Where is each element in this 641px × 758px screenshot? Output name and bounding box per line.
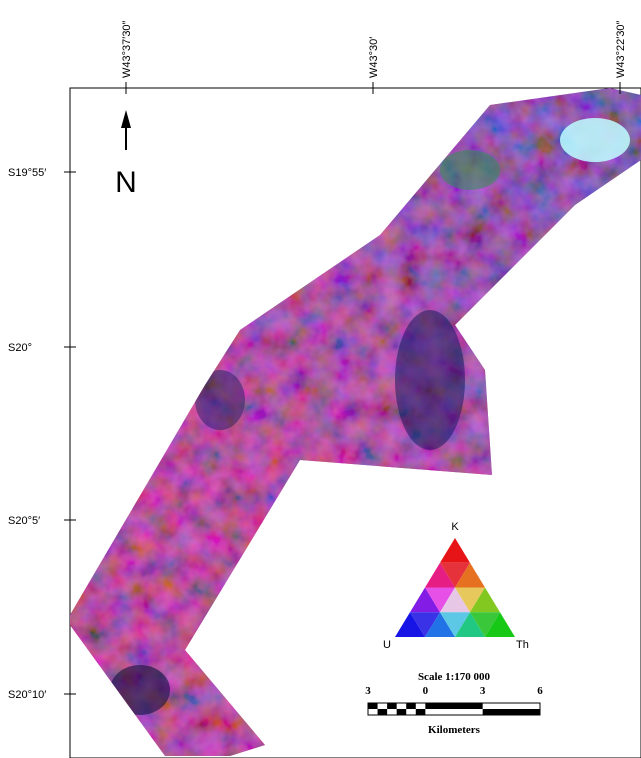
scale-segment xyxy=(416,709,426,715)
map-figure: W43°37′30″ W43°30′ W43°22′30″ S19°55′ S2… xyxy=(0,0,641,758)
left-graticule: S19°55′ S20° S20°5′ S20°10′ xyxy=(8,167,76,701)
legend-cell xyxy=(440,538,470,563)
longitude-label: W43°30′ xyxy=(368,37,380,78)
latitude-label: S19°55′ xyxy=(8,167,46,179)
latitude-label: S20° xyxy=(8,342,32,354)
legend-u: U xyxy=(383,639,391,651)
scale-tick-label: 0 xyxy=(423,685,429,697)
top-graticule: W43°37′30″ W43°30′ W43°22′30″ xyxy=(121,20,627,94)
ternary-legend xyxy=(395,538,515,637)
longitude-label: W43°22′30″ xyxy=(615,20,627,78)
legend-th: Th xyxy=(516,639,529,651)
scale-tick-label: 3 xyxy=(365,685,371,697)
scale-tick-label: 3 xyxy=(480,685,486,697)
scale-title: Scale 1:170 000 xyxy=(418,671,491,683)
scale-segment xyxy=(368,703,378,709)
longitude-label: W43°37′30″ xyxy=(121,20,133,78)
north-label: N xyxy=(115,166,137,199)
scale-segment xyxy=(378,709,388,715)
scale-segment xyxy=(406,703,416,709)
radiometric-image xyxy=(70,88,641,758)
legend-k: K xyxy=(451,521,459,533)
scale-segment xyxy=(397,709,407,715)
scale-segment xyxy=(425,703,482,709)
latitude-label: S20°10′ xyxy=(8,689,46,701)
latitude-label: S20°5′ xyxy=(8,515,40,527)
north-arrow: N xyxy=(115,110,137,199)
scale-tick-label: 6 xyxy=(537,685,543,697)
scale-ticks: 3 0 3 6 xyxy=(365,685,543,697)
scale-segment xyxy=(387,703,397,709)
scale-unit: Kilometers xyxy=(428,724,481,736)
scale-segment xyxy=(483,709,540,715)
scale-bar xyxy=(368,703,540,715)
